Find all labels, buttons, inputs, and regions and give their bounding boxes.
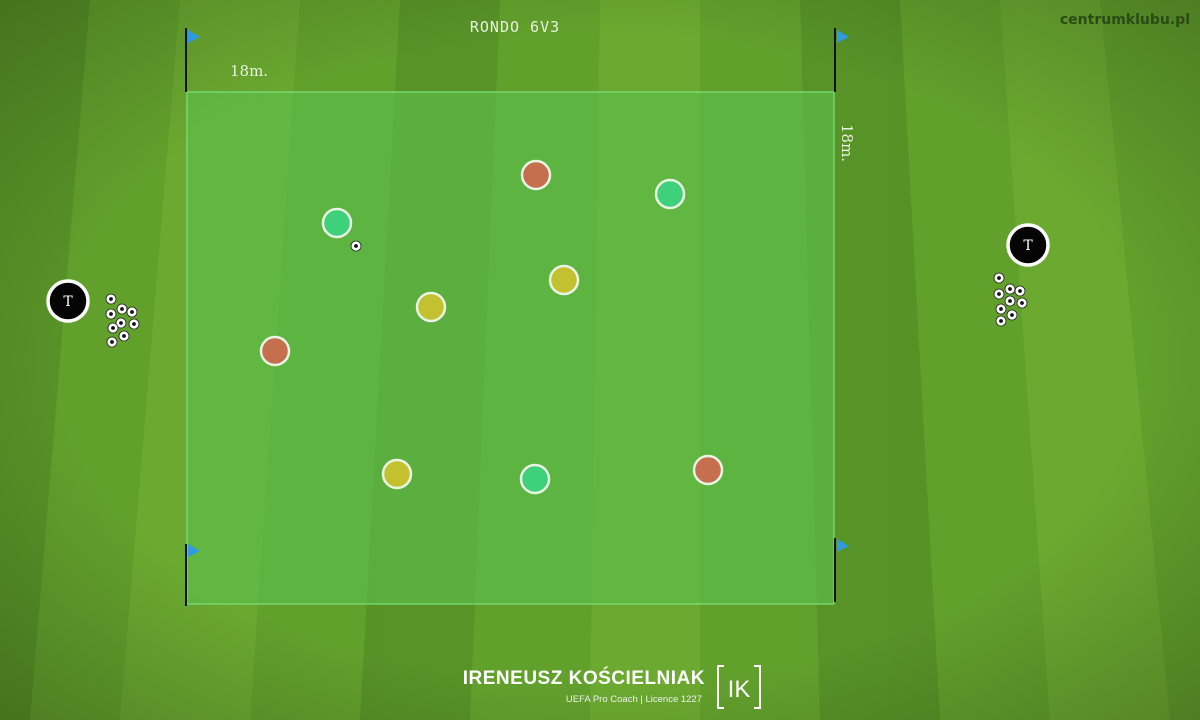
ball-patch bbox=[1010, 313, 1014, 317]
player-orange bbox=[692, 454, 724, 486]
players bbox=[259, 159, 724, 495]
player-orange bbox=[520, 159, 552, 191]
site-watermark: centrumklubu.pl bbox=[1059, 12, 1190, 28]
ball-patch bbox=[1020, 301, 1024, 305]
author-name: IRENEUSZ KOŚCIELNIAK bbox=[462, 668, 705, 689]
training-area bbox=[186, 91, 835, 605]
player-orange bbox=[259, 335, 291, 367]
flag-bottom-right bbox=[837, 539, 849, 552]
ball-patch bbox=[120, 307, 124, 311]
ball-patch bbox=[132, 322, 136, 326]
ball-patch bbox=[997, 292, 1001, 296]
ball-patch bbox=[109, 312, 113, 316]
ball-patch bbox=[1018, 289, 1022, 293]
coach-marker bbox=[1006, 223, 1050, 267]
coach-label: T bbox=[1023, 238, 1033, 254]
ball-patch bbox=[354, 244, 358, 248]
flag-top-left bbox=[188, 30, 200, 43]
ball-patch bbox=[1008, 299, 1012, 303]
dimension-width-label: 18m. bbox=[230, 62, 269, 80]
balls bbox=[105, 240, 1028, 348]
ball-patch bbox=[999, 319, 1003, 323]
flag-top-right bbox=[837, 30, 849, 43]
ball-patch bbox=[122, 334, 126, 338]
coach-marker bbox=[46, 279, 90, 323]
player-yellow bbox=[548, 264, 580, 296]
coach-right: T bbox=[1006, 223, 1050, 267]
author-credentials: UEFA Pro Coach | Licence 1227 bbox=[565, 694, 702, 705]
corner-poles bbox=[185, 28, 849, 606]
author-logo: IK bbox=[717, 665, 761, 709]
logo-text: IK bbox=[728, 676, 751, 703]
ball-patch bbox=[999, 307, 1003, 311]
ball-patch bbox=[1008, 287, 1012, 291]
dimension-height-label: 18m. bbox=[838, 124, 856, 163]
coach-left: T bbox=[46, 279, 90, 323]
drill-title: RONDO 6V3 bbox=[469, 18, 561, 36]
ball-patch bbox=[130, 310, 134, 314]
ball-patch bbox=[119, 321, 123, 325]
player-green bbox=[519, 463, 551, 495]
flag-bottom-left bbox=[188, 544, 200, 557]
coach-label: T bbox=[63, 294, 73, 310]
ball-patch bbox=[109, 297, 113, 301]
player-yellow bbox=[381, 458, 413, 490]
ball-patch bbox=[111, 326, 115, 330]
player-yellow bbox=[415, 291, 447, 323]
player-green bbox=[321, 207, 353, 239]
player-green bbox=[654, 178, 686, 210]
ball-patch bbox=[997, 276, 1001, 280]
ball-patch bbox=[110, 340, 114, 344]
